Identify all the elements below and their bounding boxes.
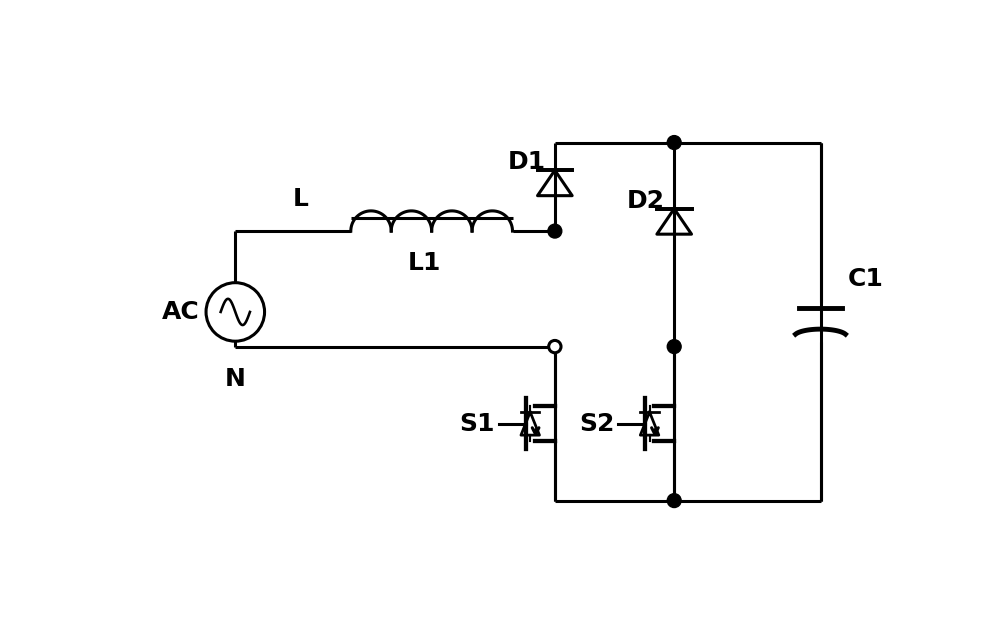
Text: S2: S2 [579,411,614,436]
Text: L: L [293,187,309,211]
Text: D1: D1 [507,150,546,174]
Text: L1: L1 [407,251,441,275]
Text: N: N [225,367,246,391]
Circle shape [549,340,561,353]
Circle shape [667,135,681,149]
Text: D2: D2 [627,189,665,212]
Text: S1: S1 [459,411,495,436]
Circle shape [667,494,681,508]
Circle shape [667,340,681,354]
Text: C1: C1 [847,267,883,291]
Circle shape [548,224,562,238]
Text: AC: AC [162,300,200,324]
